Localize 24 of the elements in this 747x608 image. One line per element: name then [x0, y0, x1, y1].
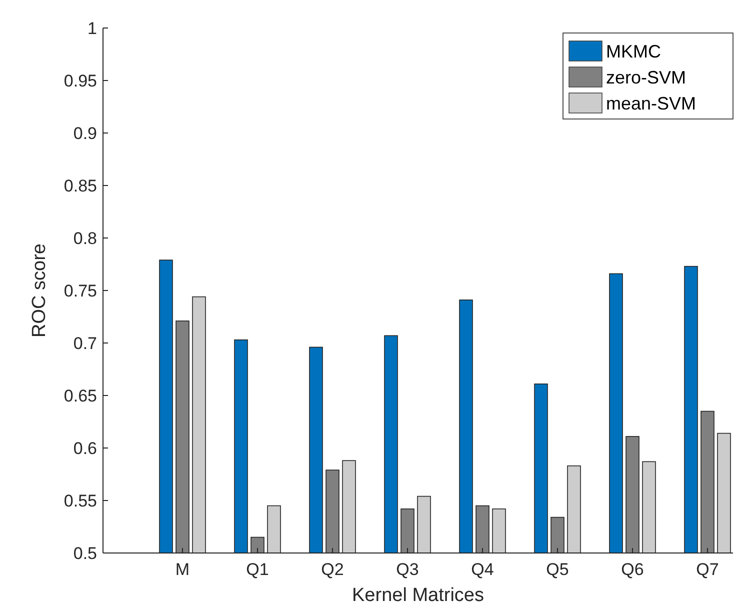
legend-label: mean-SVM — [606, 93, 696, 114]
x-tick-label: Q5 — [546, 560, 569, 579]
legend-label: zero-SVM — [606, 67, 686, 88]
x-tick-label: Q2 — [321, 560, 344, 579]
x-tick-label: Q7 — [696, 560, 719, 579]
y-tick-label: 0.85 — [64, 176, 97, 196]
y-tick-label: 0.75 — [64, 281, 97, 300]
y-tick-label: 0.8 — [73, 228, 97, 248]
x-tick-label: Q4 — [471, 560, 494, 579]
y-tick-label: 0.7 — [73, 334, 97, 353]
y-tick-label: 0.65 — [64, 386, 97, 406]
x-tick-label: Q3 — [396, 560, 419, 579]
x-tick-label: Q1 — [246, 560, 269, 579]
x-tick-label: Q6 — [621, 560, 644, 579]
y-tick-label: 1 — [88, 18, 97, 38]
y-tick-label: 0.5 — [73, 544, 97, 563]
x-axis-title: Kernel Matrices — [352, 585, 484, 606]
y-axis-title: ROC score — [29, 244, 50, 338]
y-tick-label: 0.95 — [64, 71, 97, 90]
y-tick-label: 0.55 — [64, 491, 97, 510]
y-tick-label: 0.9 — [73, 124, 97, 143]
y-tick-label: 0.6 — [73, 438, 97, 458]
legend-label: MKMC — [606, 41, 661, 62]
x-tick-label: M — [175, 560, 190, 579]
